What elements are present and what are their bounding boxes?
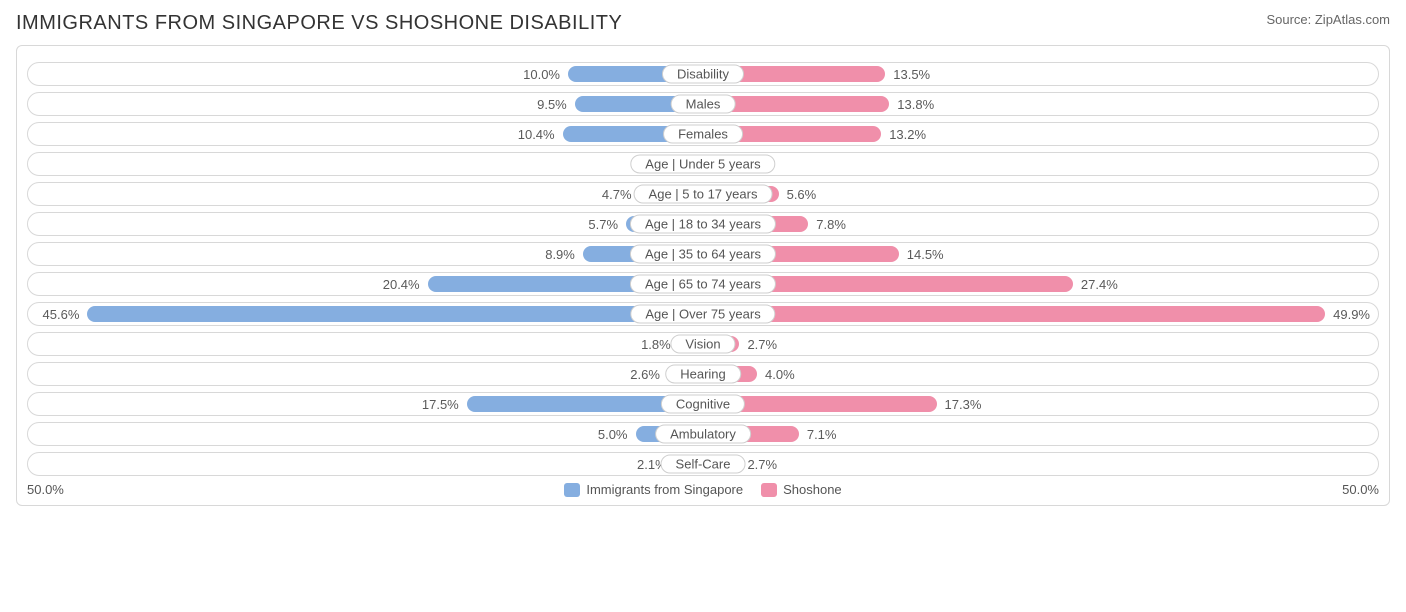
- row-right-half: 13.8%: [703, 93, 1378, 115]
- row-left-half: 1.8%: [28, 333, 703, 355]
- row-left-half: 5.0%: [28, 423, 703, 445]
- row-right-half: 13.5%: [703, 63, 1378, 85]
- chart-row: 2.6% 4.0% Hearing: [27, 362, 1379, 386]
- right-value-label: 14.5%: [907, 247, 944, 262]
- row-left-half: 10.0%: [28, 63, 703, 85]
- category-pill: Ambulatory: [655, 425, 751, 444]
- left-value-label: 9.5%: [537, 97, 567, 112]
- chart-row: 2.1% 2.7%Self-Care: [27, 452, 1379, 476]
- category-pill: Males: [671, 95, 736, 114]
- chart-row: 9.5% 13.8% Males: [27, 92, 1379, 116]
- legend-item-left: Immigrants from Singapore: [564, 482, 743, 497]
- category-pill: Age | 5 to 17 years: [634, 185, 773, 204]
- row-right-half: 2.7%: [703, 453, 1378, 475]
- left-value-label: 17.5%: [422, 397, 459, 412]
- category-pill: Age | Over 75 years: [630, 305, 775, 324]
- chart-row: 10.4% 13.2% Females: [27, 122, 1379, 146]
- chart-row: 5.7% 7.8% Age | 18 to 34 years: [27, 212, 1379, 236]
- right-value-label: 4.0%: [765, 367, 795, 382]
- legend-swatch-left: [564, 483, 580, 497]
- row-left-half: 9.5%: [28, 93, 703, 115]
- left-value-label: 10.0%: [523, 67, 560, 82]
- row-left-half: 8.9%: [28, 243, 703, 265]
- chart-source: Source: ZipAtlas.com: [1266, 12, 1390, 27]
- row-right-half: 14.5%: [703, 243, 1378, 265]
- row-left-half: 2.1%: [28, 453, 703, 475]
- chart-footer: 50.0% Immigrants from Singapore Shoshone…: [27, 482, 1379, 497]
- row-left-half: 1.1%: [28, 153, 703, 175]
- right-value-label: 13.2%: [889, 127, 926, 142]
- category-pill: Vision: [670, 335, 735, 354]
- left-bar: [87, 306, 703, 322]
- category-pill: Age | 35 to 64 years: [630, 245, 776, 264]
- diverging-bar-chart: 10.0%13.5%Disability9.5%13.8%Males10.4%1…: [16, 45, 1390, 506]
- row-right-half: 7.8%: [703, 213, 1378, 235]
- category-pill: Age | Under 5 years: [630, 155, 775, 174]
- row-left-half: 20.4%: [28, 273, 703, 295]
- category-pill: Disability: [662, 65, 744, 84]
- left-value-label: 4.7%: [602, 187, 632, 202]
- chart-row: 4.7% 5.6% Age | 5 to 17 years: [27, 182, 1379, 206]
- row-right-half: 5.6%: [703, 183, 1378, 205]
- left-value-label: 10.4%: [518, 127, 555, 142]
- left-value-label: 1.8%: [641, 337, 671, 352]
- left-value-label: 5.7%: [588, 217, 618, 232]
- row-right-half: 2.7%: [703, 333, 1378, 355]
- row-left-half: 45.6%: [28, 303, 703, 325]
- chart-row: 20.4% 27.4% Age | 65 to 74 years: [27, 272, 1379, 296]
- chart-row: 10.0% 13.5% Disability: [27, 62, 1379, 86]
- right-value-label: 17.3%: [945, 397, 982, 412]
- right-value-label: 2.7%: [747, 337, 777, 352]
- row-left-half: 17.5%: [28, 393, 703, 415]
- row-right-half: 13.2%: [703, 123, 1378, 145]
- left-value-label: 45.6%: [43, 307, 80, 322]
- axis-left-max: 50.0%: [27, 482, 64, 497]
- right-value-label: 2.7%: [747, 457, 777, 472]
- row-left-half: 4.7%: [28, 183, 703, 205]
- right-value-label: 7.8%: [816, 217, 846, 232]
- chart-row: 17.5% 17.3% Cognitive: [27, 392, 1379, 416]
- axis-right-max: 50.0%: [1342, 482, 1379, 497]
- right-bar: [703, 306, 1325, 322]
- chart-legend: Immigrants from Singapore Shoshone: [564, 482, 841, 497]
- right-value-label: 27.4%: [1081, 277, 1118, 292]
- left-value-label: 20.4%: [383, 277, 420, 292]
- category-pill: Age | 18 to 34 years: [630, 215, 776, 234]
- chart-title: IMMIGRANTS FROM SINGAPORE VS SHOSHONE DI…: [16, 12, 622, 35]
- chart-row: 45.6% 49.9% Age | Over 75 years: [27, 302, 1379, 326]
- chart-header: IMMIGRANTS FROM SINGAPORE VS SHOSHONE DI…: [16, 12, 1390, 35]
- row-left-half: 5.7%: [28, 213, 703, 235]
- legend-label-right: Shoshone: [783, 482, 842, 497]
- row-right-half: 7.1%: [703, 423, 1378, 445]
- category-pill: Self-Care: [661, 455, 746, 474]
- row-left-half: 2.6%: [28, 363, 703, 385]
- chart-rows: 10.0%13.5%Disability9.5%13.8%Males10.4%1…: [27, 62, 1379, 476]
- chart-row: 1.8% 2.7% Vision: [27, 332, 1379, 356]
- category-pill: Cognitive: [661, 395, 745, 414]
- category-pill: Females: [663, 125, 743, 144]
- right-value-label: 7.1%: [807, 427, 837, 442]
- category-pill: Age | 65 to 74 years: [630, 275, 776, 294]
- legend-swatch-right: [761, 483, 777, 497]
- legend-item-right: Shoshone: [761, 482, 842, 497]
- row-left-half: 10.4%: [28, 123, 703, 145]
- chart-row: 8.9% 14.5% Age | 35 to 64 years: [27, 242, 1379, 266]
- legend-label-left: Immigrants from Singapore: [586, 482, 743, 497]
- chart-row: 1.1%1.6%Age | Under 5 years: [27, 152, 1379, 176]
- left-value-label: 2.6%: [630, 367, 660, 382]
- left-value-label: 8.9%: [545, 247, 575, 262]
- row-right-half: 27.4%: [703, 273, 1378, 295]
- right-value-label: 49.9%: [1333, 307, 1370, 322]
- right-value-label: 13.5%: [893, 67, 930, 82]
- row-right-half: 17.3%: [703, 393, 1378, 415]
- right-value-label: 13.8%: [897, 97, 934, 112]
- chart-row: 5.0% 7.1% Ambulatory: [27, 422, 1379, 446]
- row-right-half: 49.9%: [703, 303, 1378, 325]
- row-right-half: 1.6%: [703, 153, 1378, 175]
- left-value-label: 5.0%: [598, 427, 628, 442]
- row-right-half: 4.0%: [703, 363, 1378, 385]
- category-pill: Hearing: [665, 365, 741, 384]
- right-value-label: 5.6%: [787, 187, 817, 202]
